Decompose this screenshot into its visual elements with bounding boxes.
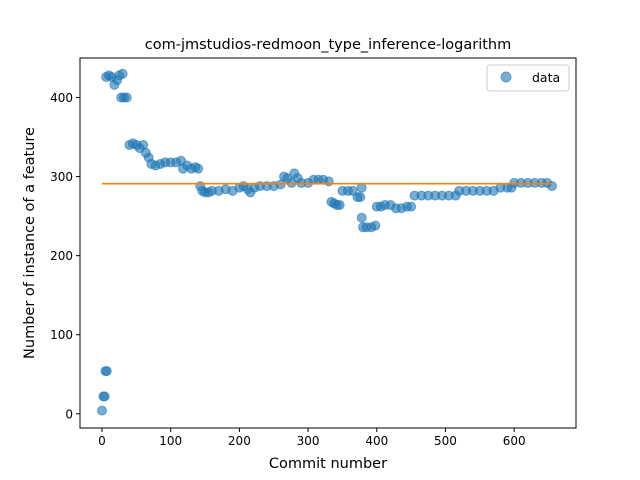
legend: data bbox=[486, 64, 570, 92]
data-point bbox=[96, 405, 107, 416]
legend-label-data: data bbox=[532, 70, 560, 85]
chart-title: com-jmstudios-redmoon_type_inference-log… bbox=[145, 37, 512, 53]
x-tick-label: 100 bbox=[159, 434, 182, 448]
y-tick-label: 400 bbox=[50, 91, 73, 105]
x-tick-label: 400 bbox=[365, 434, 388, 448]
data-point bbox=[406, 201, 417, 212]
data-point bbox=[356, 212, 367, 223]
data-point bbox=[101, 366, 112, 377]
plot-area bbox=[80, 58, 576, 428]
legend-box bbox=[486, 64, 570, 92]
y-tick-label: 200 bbox=[50, 249, 73, 263]
data-points-layer bbox=[96, 68, 557, 416]
data-point bbox=[334, 200, 345, 211]
x-tick-label: 0 bbox=[98, 434, 106, 448]
y-tick-label: 300 bbox=[50, 170, 73, 184]
y-tick-label: 100 bbox=[50, 328, 73, 342]
legend-marker bbox=[500, 71, 512, 83]
y-axis-ticks: 0 100 200 300 400 bbox=[50, 91, 80, 421]
x-tick-label: 200 bbox=[228, 434, 251, 448]
x-tick-label: 500 bbox=[434, 434, 457, 448]
x-axis-ticks: 0 100 200 300 400 500 600 bbox=[98, 428, 526, 448]
y-axis-label: Number of instance of a feature bbox=[22, 127, 38, 359]
data-point bbox=[193, 163, 204, 174]
y-tick-label: 0 bbox=[65, 407, 73, 421]
data-point bbox=[356, 182, 367, 193]
data-point bbox=[117, 68, 128, 79]
data-point bbox=[121, 92, 132, 103]
plot-frame bbox=[79, 57, 577, 429]
x-tick-label: 600 bbox=[503, 434, 526, 448]
data-point bbox=[355, 192, 366, 203]
x-axis-label: Commit number bbox=[269, 456, 387, 472]
data-point bbox=[370, 220, 381, 231]
data-point bbox=[99, 391, 110, 402]
x-tick-label: 300 bbox=[297, 434, 320, 448]
